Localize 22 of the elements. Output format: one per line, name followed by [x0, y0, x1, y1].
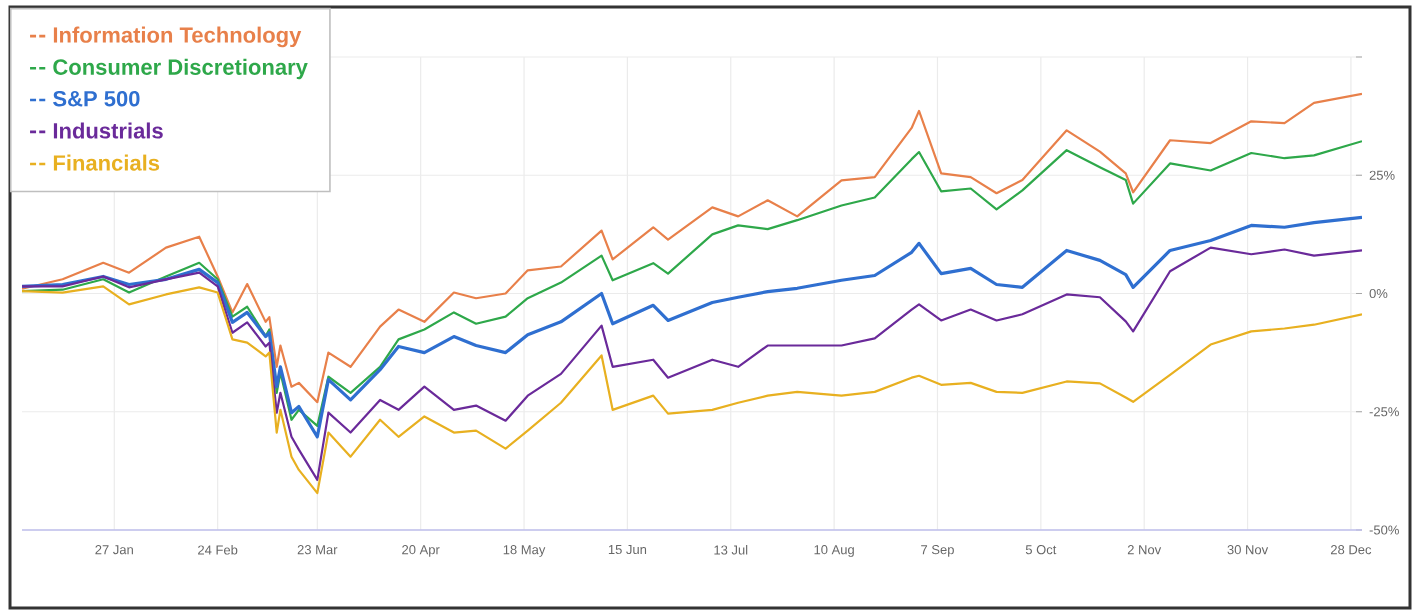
- x-tick-label: 30 Nov: [1227, 545, 1269, 555]
- x-tick-label: 5 Oct: [1025, 545, 1057, 555]
- legend-label: S&P 500: [53, 90, 140, 107]
- x-tick-label: 23 Mar: [297, 545, 338, 555]
- legend-label: Information Technology: [53, 26, 302, 48]
- x-tick-label: 20 Apr: [402, 545, 440, 557]
- legend-label: Financials: [53, 154, 160, 171]
- x-tick-label: 27 Jan: [95, 545, 133, 555]
- x-tick-label: 28 Dec: [1330, 545, 1372, 555]
- x-tick-label: 2 Nov: [1127, 545, 1162, 555]
- y-tick-label: -50%: [1369, 525, 1399, 535]
- x-tick-label: 15 Jun: [608, 545, 647, 555]
- x-tick-label: 10 Aug: [814, 545, 854, 557]
- x-tick-label: 13 Jul: [714, 545, 748, 555]
- y-tick-label: 0%: [1369, 288, 1388, 299]
- y-tick-label: 25%: [1369, 170, 1395, 180]
- legend-label: Consumer Discretionary: [53, 58, 308, 80]
- y-tick-label: -25%: [1369, 407, 1399, 417]
- x-tick-label: 7 Sep: [921, 545, 954, 557]
- x-tick-label: 18 May: [503, 545, 546, 557]
- x-tick-label: 24 Feb: [198, 545, 238, 555]
- legend-label: Industrials: [53, 122, 163, 139]
